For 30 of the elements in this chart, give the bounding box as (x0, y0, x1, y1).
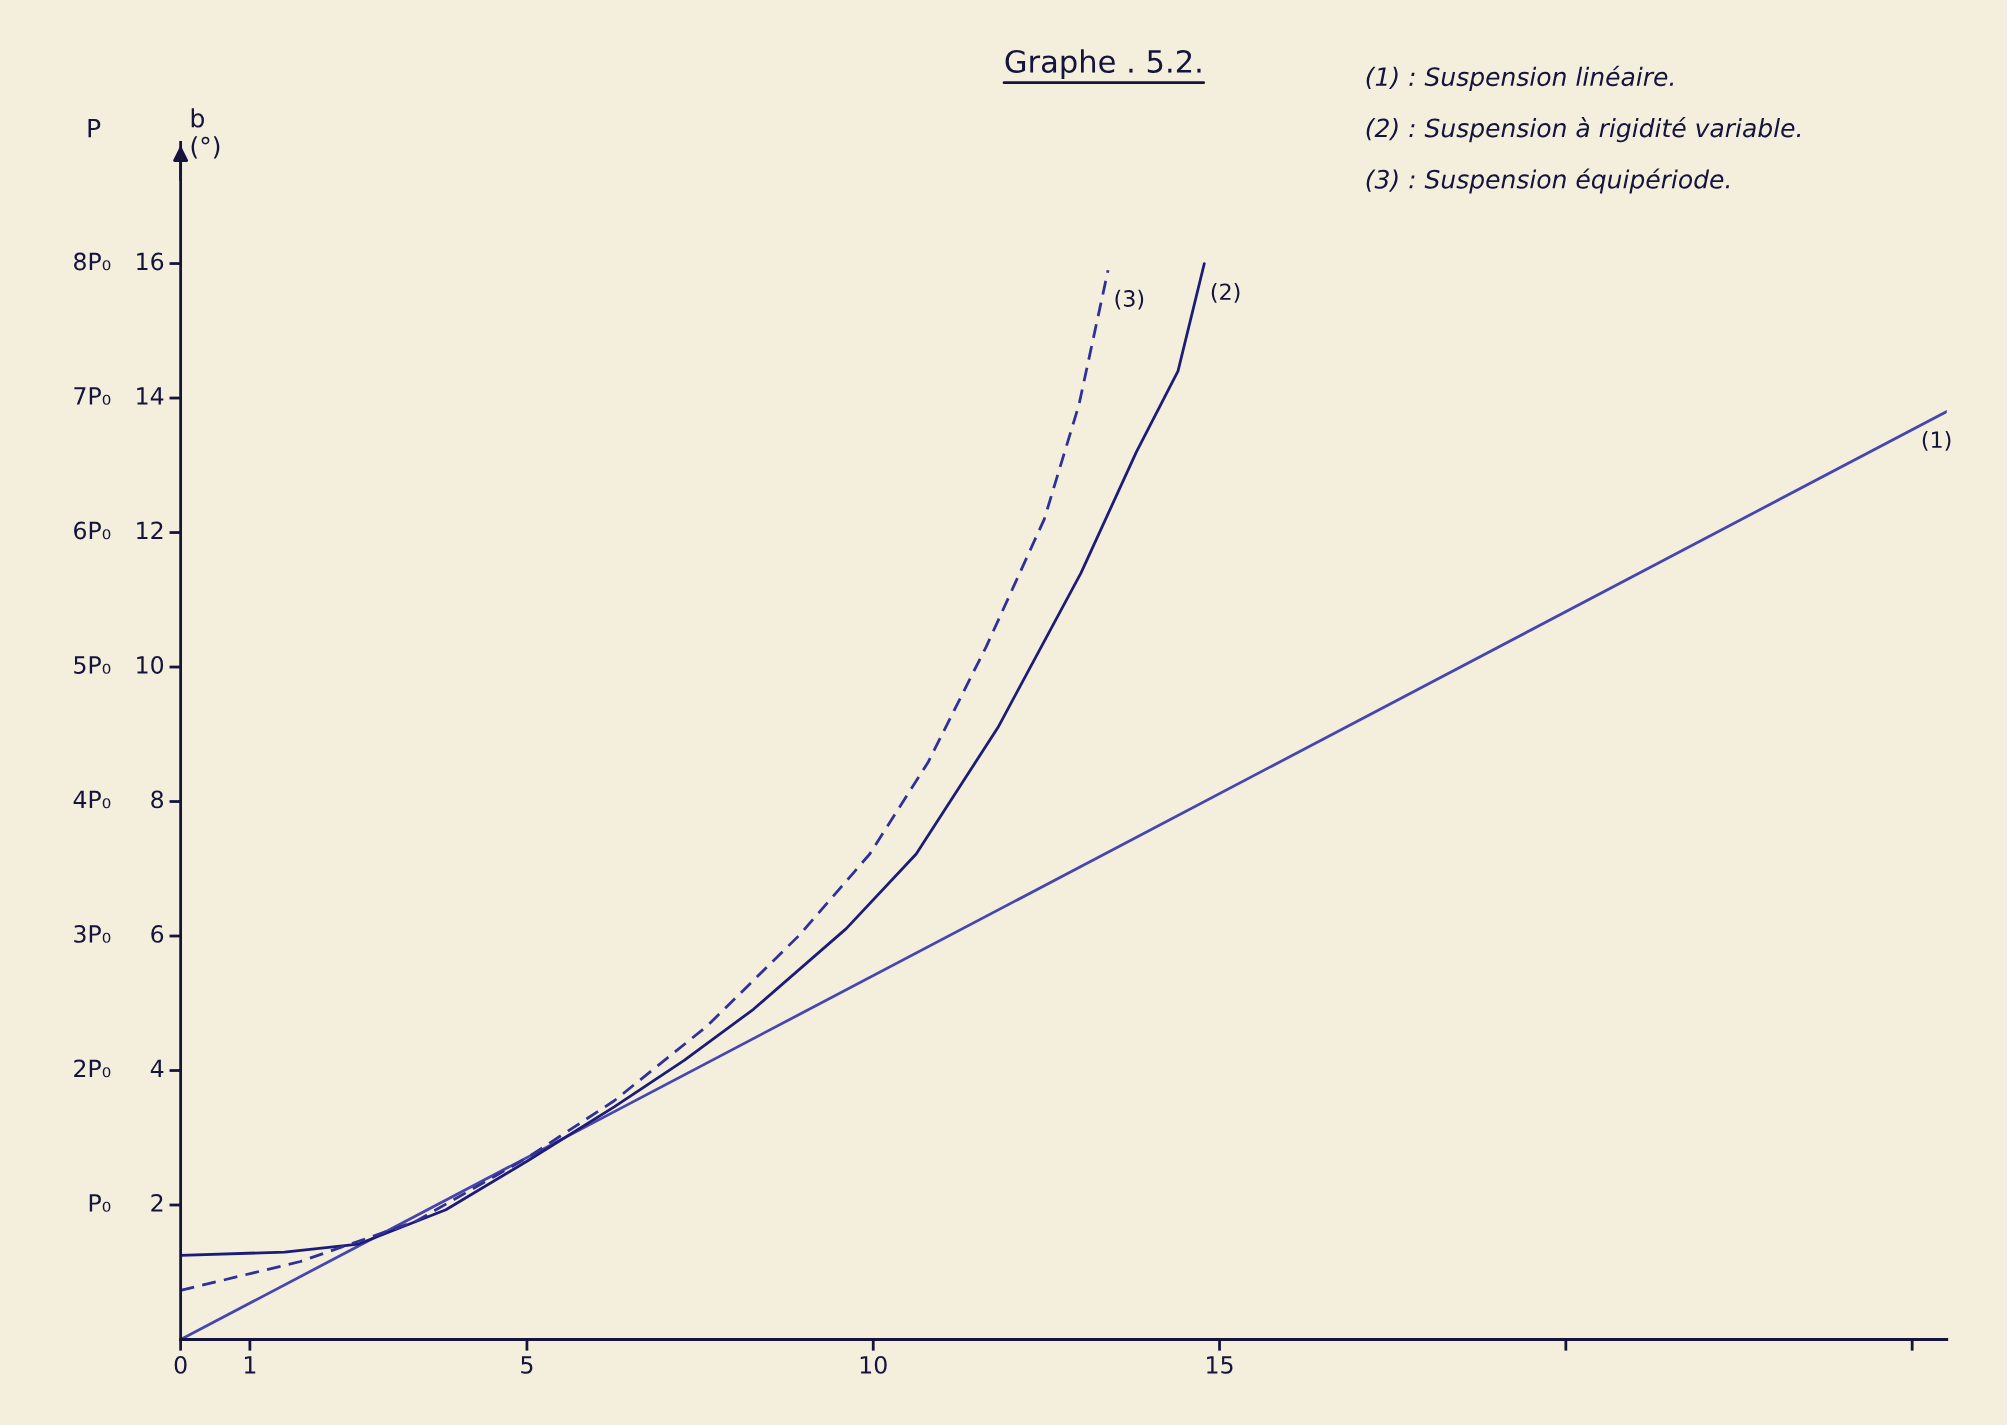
series-label: (3) (1115, 289, 1144, 310)
y-tick-label: 4 (150, 1059, 164, 1078)
x-tick-label: 0 (174, 1355, 187, 1374)
series-label: (1) (1922, 430, 1951, 451)
annotation: (3) : Suspension équipériode. (1366, 168, 1730, 194)
text: (2) : Suspension à rigidité variable. (1366, 117, 1801, 143)
x-tick-label: 1 (244, 1356, 256, 1374)
y-tick-label: 8 (151, 790, 164, 809)
y2-axis-title: P (88, 119, 101, 138)
y2-tick-label: 3P₀ (74, 925, 111, 943)
y2-tick-label: P₀ (89, 1194, 111, 1212)
y-tick-label: 6 (151, 925, 164, 943)
series-label: (2) (1211, 283, 1240, 303)
chart-title: Graphe . 5.2. (1005, 49, 1201, 79)
y-tick-label: 10 (137, 656, 164, 674)
y2-tick-label: 7P₀ (74, 387, 111, 405)
y-tick-label: 12 (137, 521, 163, 540)
y-tick-label: 2 (151, 1194, 163, 1212)
y2-tick-label: 4P₀ (73, 790, 111, 809)
x-tick-label: 5 (521, 1356, 533, 1374)
text: (1) : Suspension linéaire. (1366, 65, 1674, 91)
y2-tick-label: 2P₀ (74, 1059, 111, 1078)
y-axis-title: b (°) (191, 108, 220, 159)
y2-tick-label: 5P₀ (74, 656, 111, 674)
y-tick-label: 16 (137, 252, 164, 271)
y-tick-label: 14 (137, 387, 164, 405)
y2-tick-label: 8P₀ (74, 252, 111, 271)
y2-tick-label: 6P₀ (74, 521, 111, 540)
x-tick-label: 10 (860, 1355, 887, 1374)
x-tick-label: 15 (1207, 1356, 1233, 1374)
